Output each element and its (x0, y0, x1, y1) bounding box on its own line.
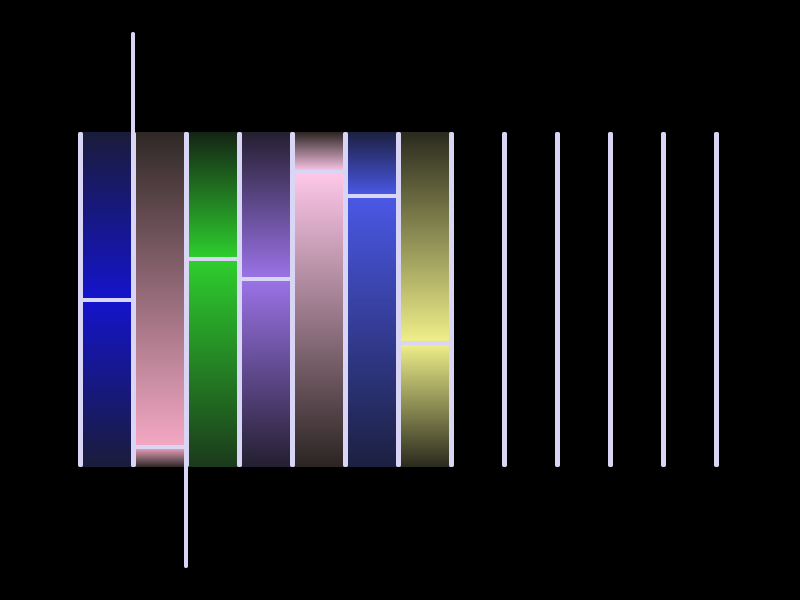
selection-line-left (131, 32, 135, 467)
level-marker (133, 445, 186, 449)
level-marker (239, 277, 292, 281)
column-c6[interactable] (345, 132, 398, 467)
column-divider (237, 132, 242, 467)
empty-slot[interactable] (555, 132, 560, 467)
empty-slot[interactable] (608, 132, 613, 467)
column-c1[interactable] (80, 132, 133, 467)
level-marker (186, 257, 239, 261)
level-marker (398, 341, 451, 345)
empty-slot[interactable] (502, 132, 507, 467)
selection-line-right (184, 132, 188, 568)
column-divider (396, 132, 401, 467)
empty-slot[interactable] (714, 132, 719, 467)
empty-slot[interactable] (661, 132, 666, 467)
column-divider (290, 132, 295, 467)
level-marker (345, 194, 398, 198)
column-c4[interactable] (239, 132, 292, 467)
column-divider (343, 132, 348, 467)
column-divider (449, 132, 454, 467)
level-marker (292, 170, 345, 174)
column-c7[interactable] (398, 132, 451, 467)
column-c3[interactable] (186, 132, 239, 467)
level-marker (80, 298, 133, 302)
column-c2[interactable] (133, 132, 186, 467)
column-divider (78, 132, 83, 467)
column-c5[interactable] (292, 132, 345, 467)
